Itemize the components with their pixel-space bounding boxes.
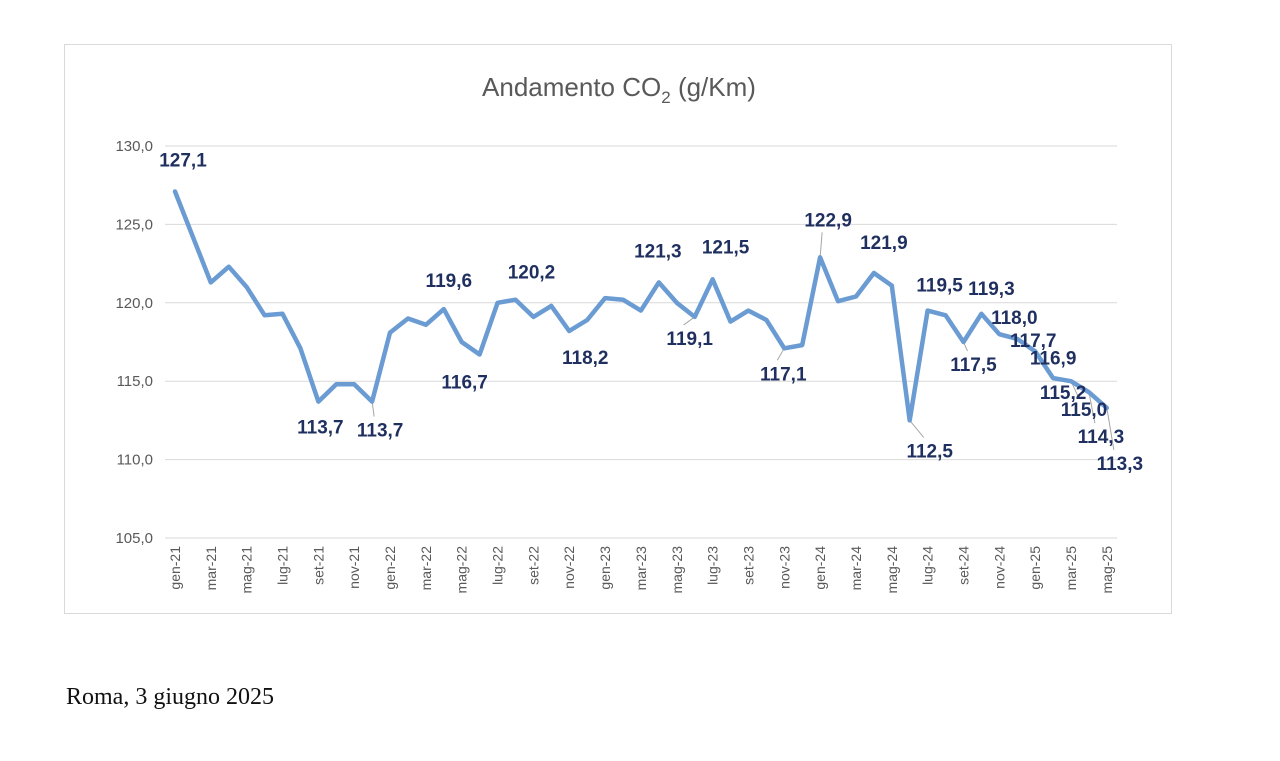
chart-title-suffix: (g/Km): [671, 72, 756, 102]
data-label: 120,2: [508, 263, 556, 284]
x-tick-label: mar-25: [1063, 546, 1079, 591]
data-label: 114,3: [1078, 427, 1125, 448]
x-tick-label: nov-22: [561, 546, 577, 589]
y-tick-label: 115,0: [117, 373, 153, 390]
data-label: 121,3: [634, 241, 682, 262]
y-tick-label: 130,0: [115, 138, 153, 155]
data-label: 119,3: [968, 279, 1015, 300]
x-tick-label: mag-25: [1099, 546, 1115, 594]
x-tick-label: nov-23: [776, 546, 792, 589]
data-label: 119,5: [916, 276, 963, 297]
y-tick-label: 125,0: [115, 216, 153, 233]
data-label: 121,5: [702, 237, 750, 258]
y-tick-label: 110,0: [117, 452, 153, 469]
x-tick-label: mar-21: [203, 546, 219, 591]
data-label: 118,2: [562, 348, 609, 369]
series-layer: [172, 189, 1110, 423]
data-label: 119,1: [666, 329, 713, 350]
data-label: 116,9: [1030, 348, 1077, 369]
line-chart: Andamento CO2 (g/Km) 130,0 125,0 120,0 115,…: [115, 72, 1143, 594]
x-tick-label: mar-23: [633, 546, 649, 591]
chart-container: Andamento CO2 (g/Km) 130,0 125,0 120,0 115,…: [64, 44, 1172, 614]
x-tick-label: mag-23: [669, 546, 685, 594]
data-label-leader: [819, 232, 823, 258]
data-label-leader: [1106, 407, 1115, 450]
data-label: 113,7: [357, 421, 404, 442]
x-tick-label: mar-22: [418, 546, 434, 591]
x-tick-label: set-22: [525, 546, 541, 585]
chart-title-main: Andamento CO: [482, 72, 661, 102]
x-axis-tick-labels: gen-21 mar-21 mag-21 lug-21 set-21 nov-21 gen-…: [167, 546, 1115, 594]
y-tick-label: 105,0: [115, 530, 153, 547]
data-label: 113,3: [1097, 454, 1144, 475]
data-label: 117,1: [760, 364, 807, 385]
data-label-leader: [1088, 392, 1096, 424]
x-tick-label: gen-24: [812, 546, 828, 590]
x-tick-label: mar-24: [848, 546, 864, 591]
data-label-leader: [909, 420, 925, 438]
data-label-leader: [776, 348, 785, 361]
data-label: 122,9: [804, 210, 852, 231]
x-tick-label: gen-25: [1027, 546, 1043, 590]
x-tick-label: nov-21: [346, 546, 362, 589]
series-line: [172, 189, 1110, 423]
data-label: 119,6: [426, 271, 473, 292]
x-tick-label: set-21: [310, 546, 326, 585]
x-tick-label: set-24: [955, 546, 971, 585]
x-tick-label: lug-24: [920, 546, 936, 585]
x-tick-label: gen-21: [167, 546, 183, 590]
data-label: 112,5: [906, 441, 953, 462]
data-label: 117,7: [1010, 331, 1057, 352]
x-tick-label: lug-22: [490, 546, 506, 585]
data-label-leader: [371, 401, 375, 417]
x-tick-label: mag-24: [884, 546, 900, 594]
data-label: 127,1: [159, 150, 207, 171]
x-tick-label: mag-22: [454, 546, 470, 594]
x-tick-label: set-23: [740, 546, 756, 585]
data-label: 115,2: [1040, 383, 1087, 404]
footer-text: Roma, 3 giugno 2025: [66, 684, 274, 710]
data-labels: 127,1 113,7 113,7 119,6 116,7 120,2 118,2 121,3…: [159, 150, 1143, 474]
chart-title-subscript: 2: [661, 88, 670, 107]
x-tick-label: mag-21: [239, 546, 255, 594]
data-label: 116,7: [441, 373, 488, 394]
x-tick-label: lug-21: [275, 546, 291, 585]
x-tick-label: gen-22: [382, 546, 398, 590]
data-label: 118,0: [991, 308, 1038, 329]
x-tick-label: gen-23: [597, 546, 613, 590]
x-tick-label: lug-23: [705, 546, 721, 585]
y-tick-label: 120,0: [115, 295, 153, 312]
data-label: 113,7: [297, 418, 344, 439]
chart-title: Andamento CO2 (g/Km): [482, 72, 756, 107]
y-axis-tick-labels: 130,0 125,0 120,0 115,0 110,0 105,0: [115, 138, 153, 547]
x-tick-label: nov-24: [991, 546, 1007, 589]
data-label: 117,5: [950, 355, 997, 376]
gridlines: [165, 145, 1117, 539]
data-label: 115,0: [1061, 400, 1108, 421]
data-label: 121,9: [860, 233, 908, 254]
